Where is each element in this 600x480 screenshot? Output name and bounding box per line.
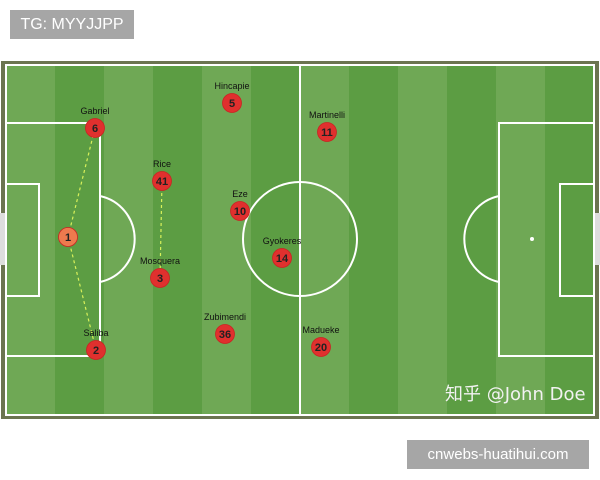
player-number: 3	[157, 273, 163, 285]
player-number: 36	[219, 329, 231, 341]
pass-link	[67, 236, 97, 351]
player-number: 6	[92, 123, 98, 135]
player-circle	[317, 122, 337, 142]
player-name: Mosquera	[140, 256, 180, 266]
player-name: Madueke	[302, 325, 339, 335]
player-circle	[272, 248, 292, 268]
center-circle	[242, 181, 358, 297]
stripe	[447, 65, 496, 415]
player-number: 14	[276, 253, 289, 265]
stripe	[251, 65, 300, 415]
left-penalty-arc	[99, 195, 136, 283]
player-name: Gyokeres	[263, 236, 302, 246]
passing-links	[67, 127, 163, 351]
pass-link	[159, 180, 163, 279]
player-name: Eze	[232, 189, 248, 199]
player-circle	[152, 171, 172, 191]
player-marker[interactable]: Madueke 20	[302, 325, 340, 357]
football-pitch: 1 Gabriel 6 Saliba 2 Hincapie 5 Rice 41 Mosquera 3…	[0, 61, 600, 419]
player-circle	[85, 118, 105, 138]
player-circle	[222, 93, 242, 113]
player-circle	[58, 227, 78, 247]
player-name: Rice	[153, 159, 171, 169]
stripe	[6, 65, 55, 415]
left-goal-net	[0, 213, 5, 265]
player-marker[interactable]: Eze 10	[230, 189, 250, 221]
player-number: 10	[234, 206, 246, 218]
player-number: 1	[65, 232, 71, 244]
players: 1 Gabriel 6 Saliba 2 Hincapie 5 Rice 41 Mosquera 3…	[58, 81, 345, 360]
player-marker[interactable]: Mosquera 3	[140, 256, 180, 288]
player-marker[interactable]: Saliba 2	[83, 328, 109, 360]
pass-link	[67, 127, 96, 238]
player-marker[interactable]: Hincapie 5	[214, 81, 250, 113]
player-number: 11	[321, 127, 333, 139]
player-name: Zubimendi	[204, 312, 246, 322]
right-penalty-arc	[463, 195, 500, 283]
player-circle	[230, 201, 250, 221]
stripe	[398, 65, 447, 415]
watermark: 知乎 @John Doe	[445, 384, 586, 405]
player-circle	[215, 324, 235, 344]
player-marker[interactable]: Zubimendi 36	[204, 312, 246, 344]
player-name: Gabriel	[80, 106, 109, 116]
player-circle	[311, 337, 331, 357]
player-marker[interactable]: Martinelli 11	[309, 110, 345, 142]
site-tag: cnwebs-huatihui.com	[407, 440, 589, 469]
player-name: Martinelli	[309, 110, 345, 120]
player-number: 5	[229, 98, 235, 110]
right-goal-net	[595, 213, 600, 265]
player-circle	[150, 268, 170, 288]
player-name: Hincapie	[214, 81, 249, 91]
stripe	[496, 65, 545, 415]
stripe	[153, 65, 202, 415]
pitch-lines	[5, 64, 595, 416]
player-number: 20	[315, 342, 327, 354]
right-goal-area	[559, 183, 595, 297]
player-circle	[86, 340, 106, 360]
telegram-tag: TG: MYYJJPP	[10, 10, 134, 39]
stripe	[545, 65, 594, 415]
player-number: 2	[93, 345, 99, 357]
right-penalty-spot	[530, 237, 534, 241]
stripe	[104, 65, 153, 415]
player-marker[interactable]: Gabriel 6	[80, 106, 110, 138]
player-marker[interactable]: 1	[58, 227, 78, 247]
player-marker[interactable]: Rice 41	[152, 159, 172, 191]
player-name: Saliba	[83, 328, 108, 338]
player-marker[interactable]: Gyokeres 14	[263, 236, 302, 268]
player-number: 41	[156, 176, 168, 188]
left-goal-area	[5, 183, 40, 297]
